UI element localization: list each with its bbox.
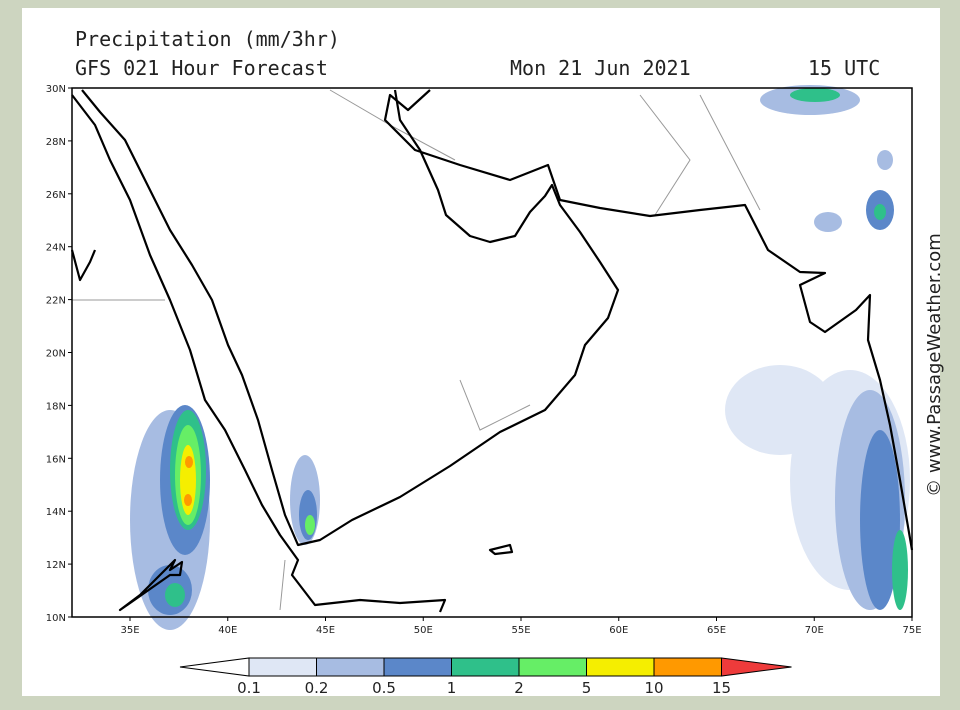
lon-label: 70E <box>805 625 824 636</box>
colorbar-label: 2 <box>514 679 524 697</box>
axis-labels: 30N 28N 26N 24N 22N 20N 18N 16N 14N 12N 10N 35E 40E 4… <box>46 84 922 636</box>
colorbar-segment <box>518 657 587 677</box>
colorbar: 0.1 0.2 0.5 1 2 5 10 15 <box>179 657 792 697</box>
lat-label: 22N <box>46 296 66 307</box>
lon-label: 75E <box>902 625 921 636</box>
title: Precipitation (mm/3hr) <box>75 27 340 51</box>
colorbar-arrow <box>721 657 792 677</box>
colorbar-segment <box>451 657 520 677</box>
lat-label: 24N <box>46 243 66 254</box>
colorbar-label: 5 <box>582 679 592 697</box>
lat-label: 26N <box>46 190 66 201</box>
watermark: © www.PassageWeather.com <box>924 233 945 497</box>
colorbar-segment <box>653 657 722 677</box>
colorbar-label: 15 <box>712 679 731 697</box>
colorbar-label: 0.1 <box>237 679 261 697</box>
lat-label: 14N <box>46 507 66 518</box>
lat-label: 28N <box>46 137 66 148</box>
lon-label: 40E <box>218 625 237 636</box>
lon-label: 60E <box>609 625 628 636</box>
lon-label: 65E <box>707 625 726 636</box>
lat-label: 18N <box>46 401 66 412</box>
lon-label: 35E <box>120 625 139 636</box>
lat-label: 20N <box>46 349 66 360</box>
coastlines <box>70 89 914 613</box>
time: 15 UTC <box>808 56 880 80</box>
lon-label: 45E <box>316 625 335 636</box>
colorbar-segment <box>383 657 452 677</box>
lat-label: 16N <box>46 454 66 465</box>
lon-label: 50E <box>414 625 433 636</box>
colorbar-label: 1 <box>447 679 457 697</box>
subtitle: GFS 021 Hour Forecast <box>75 56 328 80</box>
colorbar-segment <box>586 657 655 677</box>
colorbar-label: 0.5 <box>372 679 396 697</box>
lat-label: 10N <box>46 613 66 624</box>
colorbar-segment <box>316 657 385 677</box>
lat-label: 30N <box>46 84 66 95</box>
colorbar-label: 10 <box>644 679 663 697</box>
lon-label: 55E <box>511 625 530 636</box>
date: Mon 21 Jun 2021 <box>510 56 691 80</box>
precipitation <box>130 85 910 630</box>
colorbar-segment <box>248 657 317 677</box>
colorbar-label: 0.2 <box>305 679 329 697</box>
lat-label: 12N <box>46 560 66 571</box>
